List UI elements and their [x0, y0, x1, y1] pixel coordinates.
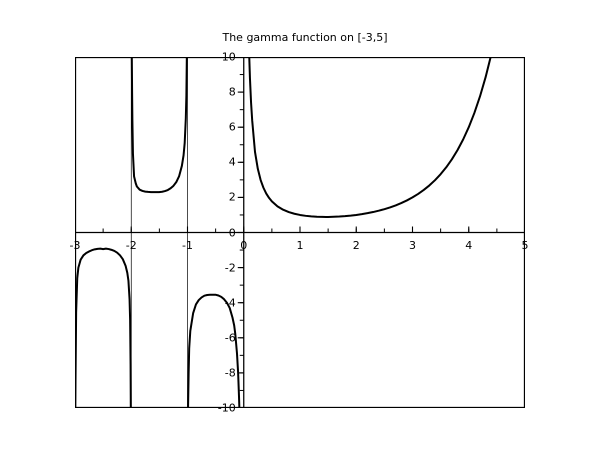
- x-tick-label: 5: [521, 238, 529, 252]
- x-tick-label: 4: [465, 238, 473, 252]
- x-tick-label: -3: [69, 238, 81, 252]
- gamma-curve: [75, 57, 497, 408]
- y-tick-label: -6: [224, 331, 236, 345]
- y-tick-label: -8: [224, 366, 236, 380]
- x-tick-label: 1: [296, 238, 304, 252]
- x-tick-label: 0: [240, 238, 248, 252]
- y-tick-label: -2: [224, 261, 236, 275]
- x-tick-label: -2: [125, 238, 137, 252]
- page-title: The gamma function on [-3,5]: [222, 31, 388, 44]
- gamma-function-plot: [75, 57, 525, 408]
- x-tick-label: -1: [182, 238, 193, 252]
- curve-branch-2: [187, 293, 241, 408]
- curve-branch-1: [130, 57, 188, 194]
- x-tick-label: 2: [352, 238, 360, 252]
- curve-branch-0: [75, 247, 132, 408]
- curve-branch-3: [248, 57, 497, 218]
- y-tick-label: -10: [217, 401, 236, 415]
- y-tick-label: 4: [228, 155, 236, 169]
- plot-area: -3 -2 -1 0 1 2 3 4 5 -10 -8 -6 -4 -2 0 2 4 6 8 10: [70, 51, 529, 415]
- y-tick-label: 10: [221, 50, 236, 64]
- x-tick-label: 3: [409, 238, 416, 252]
- y-tick-label: 6: [228, 120, 236, 134]
- y-tick-label: -4: [224, 296, 236, 310]
- y-tick-label: 8: [228, 85, 236, 99]
- axis-lines: [75, 57, 525, 408]
- y-tick-label: 0: [228, 226, 236, 239]
- y-tick-label: 2: [228, 190, 236, 204]
